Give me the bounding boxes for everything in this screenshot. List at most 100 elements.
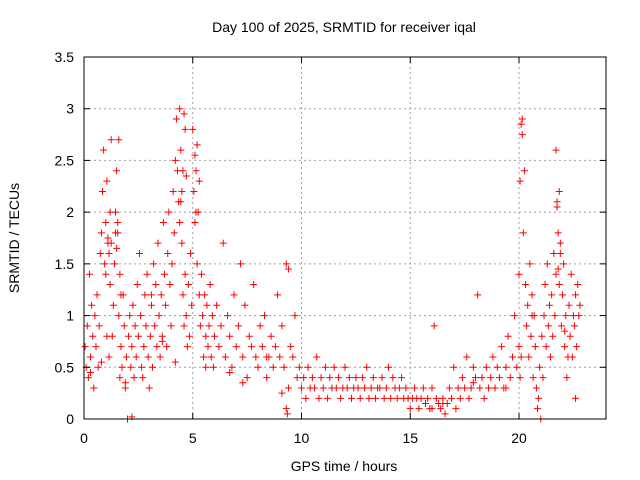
data-point [113,244,121,252]
data-point [543,260,551,268]
data-point [144,353,152,361]
data-point [516,374,524,382]
x-tick-label: 0 [80,430,88,446]
data-point [81,343,89,351]
data-point [146,332,154,340]
data-point [196,322,204,330]
data-point [180,322,188,330]
data-point [116,374,124,382]
data-point [570,322,578,330]
data-point [424,394,432,402]
data-point [154,239,162,247]
data-point [561,343,569,351]
data-point [291,312,299,320]
data-point [114,218,122,226]
data-point [163,343,171,351]
data-point [395,384,403,392]
data-point [83,322,91,330]
data-point [439,399,447,407]
data-point [293,374,301,382]
data-point [254,363,262,371]
y-tick-label: 0.5 [55,359,75,375]
data-point [524,301,532,309]
data-point [528,291,536,299]
data-point [321,363,329,371]
data-point [432,394,440,402]
data-point [517,120,525,128]
data-point [419,384,427,392]
data-point [152,281,160,289]
data-point [93,291,101,299]
data-point [118,363,126,371]
data-point [511,312,519,320]
data-point [389,374,397,382]
data-point [169,187,177,195]
data-point [280,363,288,371]
data-point [308,374,316,382]
data-point [572,394,580,402]
data-point [168,260,176,268]
data-point [112,229,120,237]
data-point [237,260,245,268]
data-point [245,332,253,340]
data-point [552,270,560,278]
data-point [239,379,247,387]
data-point [311,384,319,392]
x-axis-label: GPS time / hours [291,458,398,474]
data-point [343,384,351,392]
data-point [337,394,345,402]
data-point [563,374,571,382]
data-point [567,270,575,278]
data-point [555,281,563,289]
data-point [128,343,136,351]
data-point [90,384,98,392]
data-point [113,167,121,175]
data-point [517,353,525,361]
data-point [472,374,479,382]
data-point [516,177,524,185]
data-point [97,229,105,237]
x-tick-label: 10 [294,430,310,446]
data-point [522,281,530,289]
data-point [191,218,199,226]
data-point [428,384,436,392]
data-point [102,218,110,226]
data-point [369,374,377,382]
data-point [334,374,342,382]
data-point [289,353,297,361]
data-point [282,405,290,413]
data-point [153,343,161,351]
data-point [461,384,469,392]
data-point [298,384,305,392]
data-point [450,363,458,371]
data-point [139,374,147,382]
data-point [103,177,111,185]
data-point [518,131,526,139]
data-point [137,312,145,320]
data-point [208,312,216,320]
data-point [529,374,537,382]
data-point [226,368,234,376]
data-point [489,353,497,361]
data-point [274,291,282,299]
data-point [465,394,473,402]
data-point [149,363,157,371]
data-point [165,208,173,216]
data-point [258,343,266,351]
data-point [228,363,236,371]
data-point [378,374,386,382]
data-point [552,146,560,154]
data-point [430,322,438,330]
data-point [142,322,150,330]
data-point [115,312,123,320]
data-point [261,312,269,320]
data-point [241,301,249,309]
data-point [478,374,486,382]
data-point [205,322,213,330]
data-point [105,353,113,361]
data-point [523,322,531,330]
data-point [178,187,186,195]
data-point [110,260,118,268]
data-point [89,332,97,340]
